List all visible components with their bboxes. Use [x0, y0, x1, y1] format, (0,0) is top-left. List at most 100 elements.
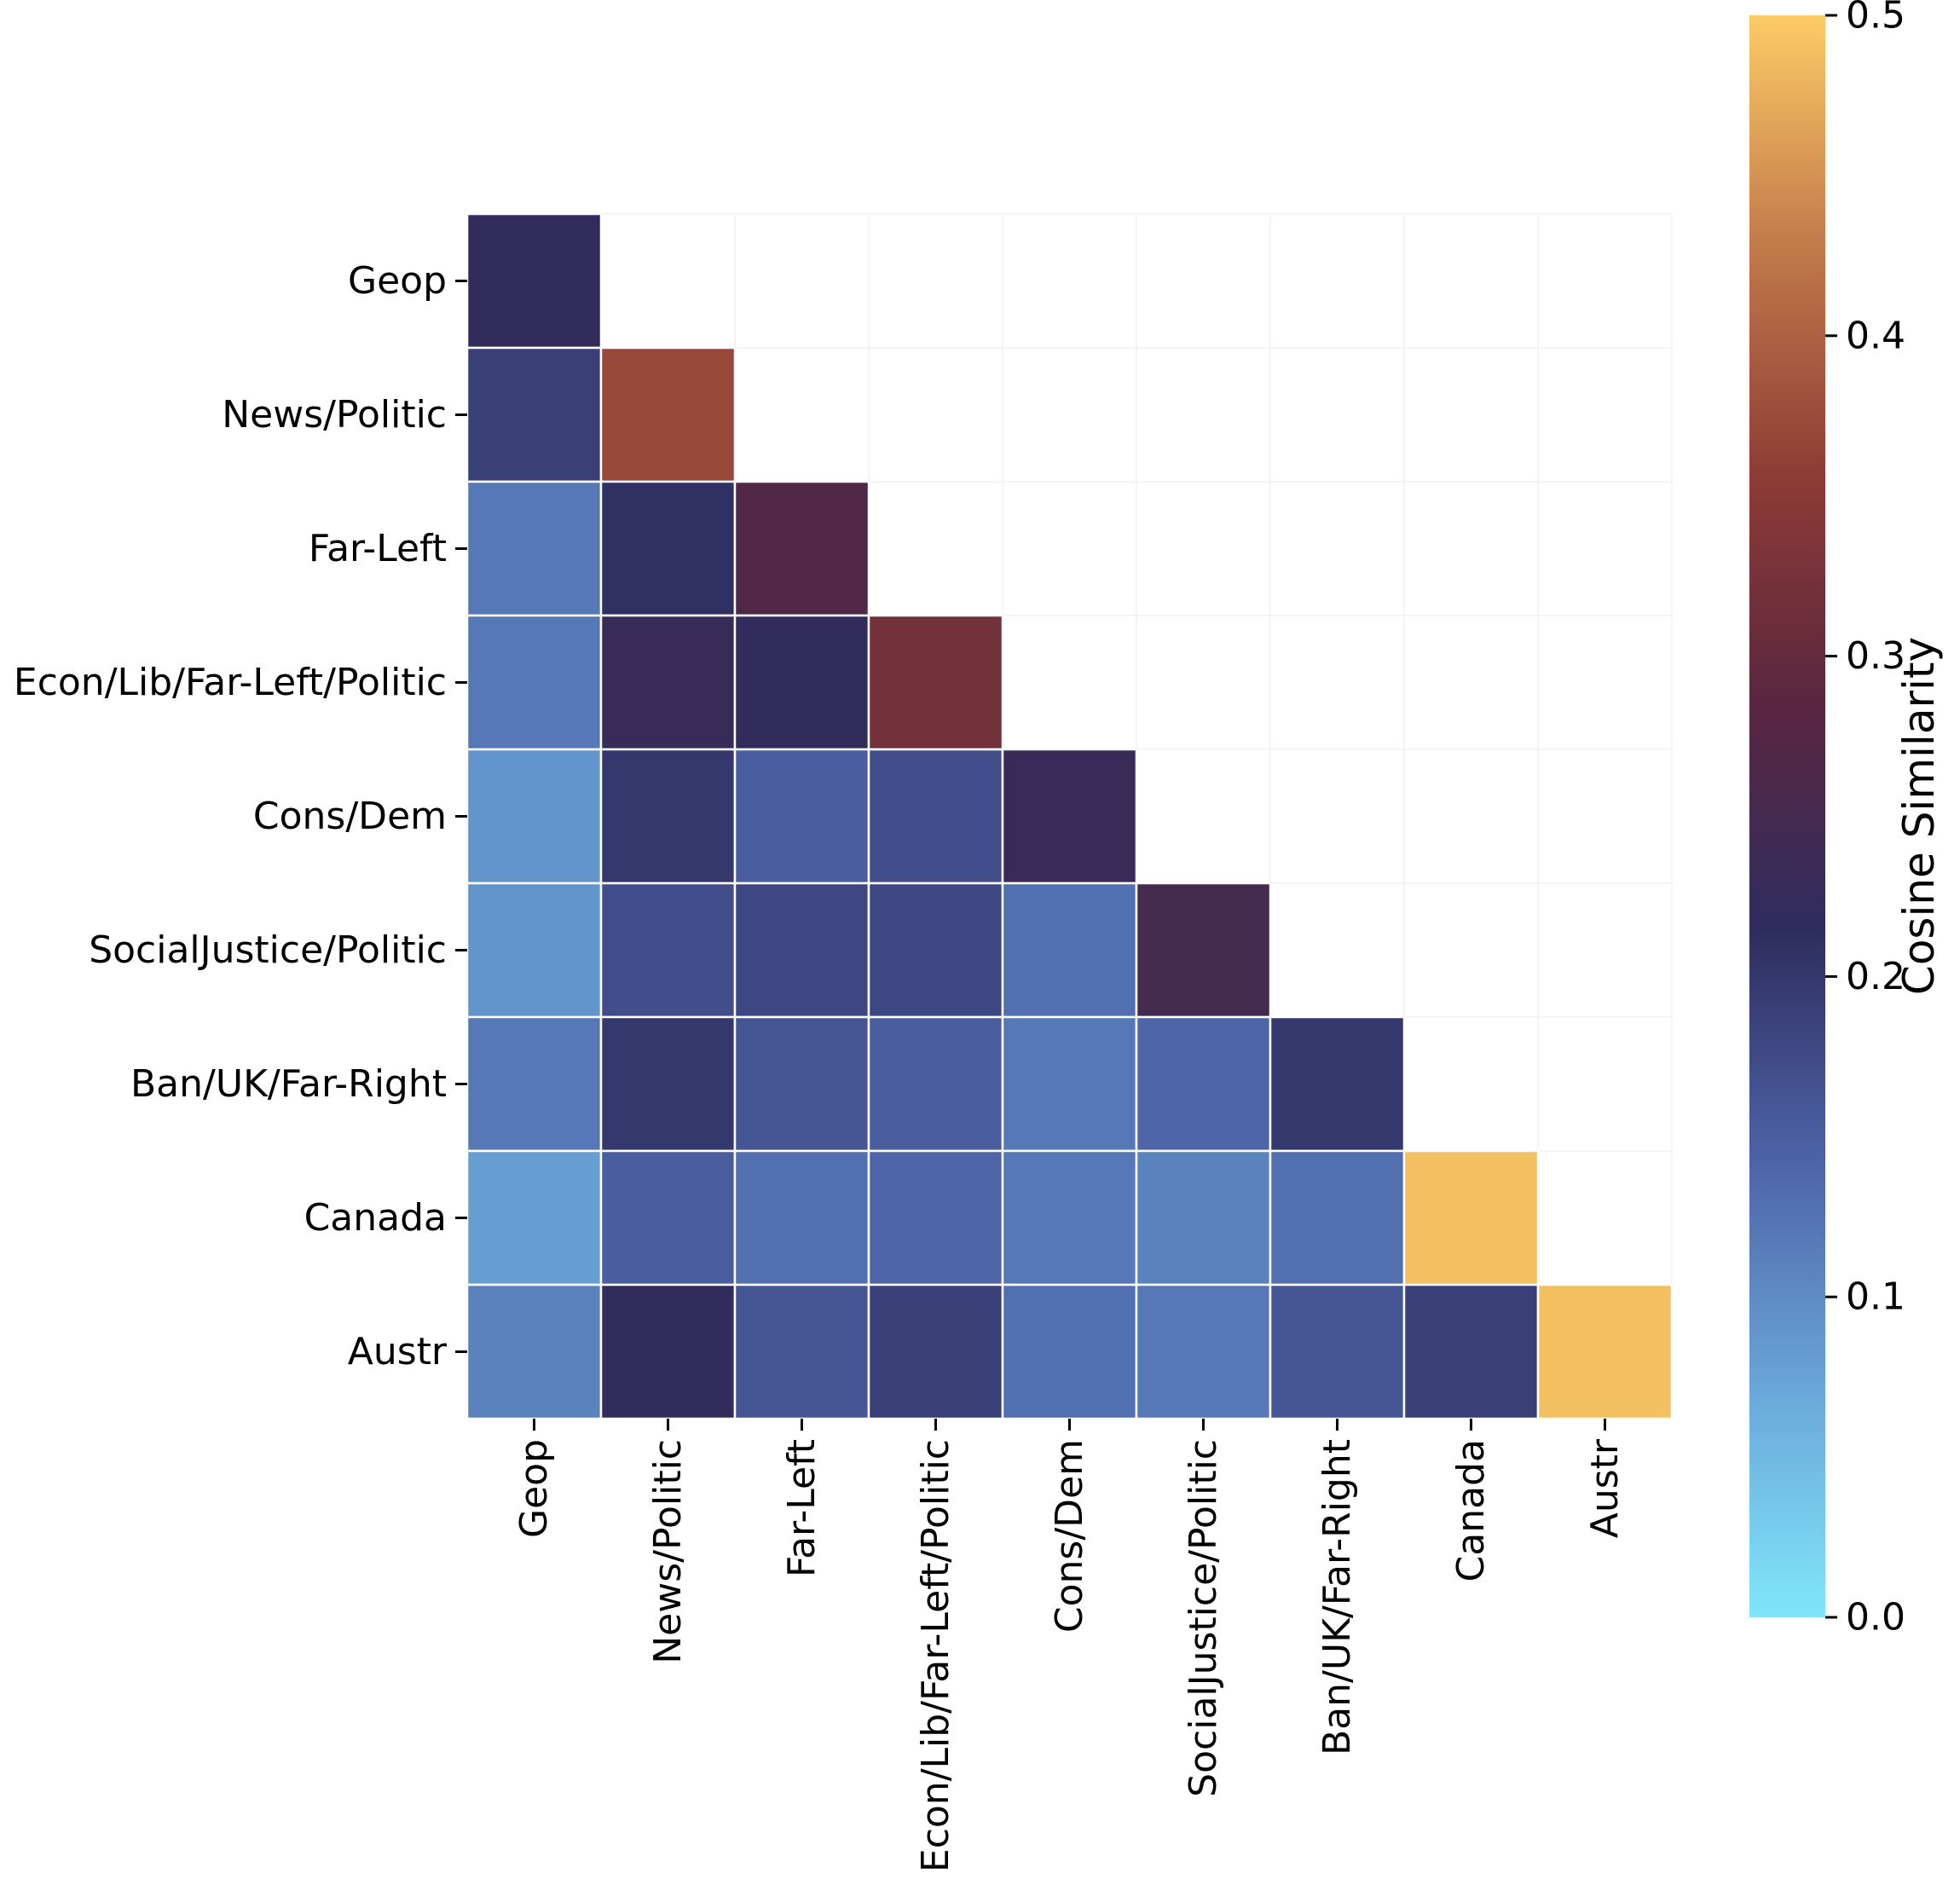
heatmap-cell — [599, 748, 737, 885]
masked-cell — [1136, 749, 1271, 884]
heatmap-cell — [867, 748, 1004, 885]
column-label: News/Politic — [646, 1439, 690, 1664]
masked-cell — [1537, 1016, 1673, 1152]
heatmap-cells — [465, 212, 1674, 1420]
masked-cell — [868, 481, 1003, 616]
heatmap-cell — [465, 212, 603, 350]
colorbar: 0.0 0.1 0.2 0.3 0.4 0.5 Cosine Similarity — [1749, 0, 1944, 1639]
colorbar-tick-label: 0.5 — [1846, 0, 1905, 38]
masked-cell — [1537, 213, 1673, 349]
colorbar-label: Cosine Similarity — [1894, 637, 1944, 995]
heatmap-cell — [1001, 1015, 1138, 1153]
masked-cell — [1403, 481, 1539, 616]
column-label: Geop — [512, 1439, 556, 1538]
masked-cell — [1537, 749, 1673, 884]
masked-cell — [734, 213, 870, 349]
heatmap-cell — [1402, 1283, 1540, 1420]
column-label: Ban/UK/Far-Right — [1315, 1439, 1359, 1755]
heatmap-cell — [733, 480, 870, 617]
heatmap-cell — [465, 480, 603, 617]
colorbar-tick-label: 0.1 — [1846, 1275, 1905, 1319]
heatmap-cell — [599, 1283, 737, 1420]
heatmap-cell — [867, 1283, 1004, 1420]
masked-cell — [1002, 481, 1137, 616]
colorbar-tick-label: 0.2 — [1846, 955, 1905, 998]
masked-cell — [1136, 347, 1271, 483]
masked-cell — [1537, 1150, 1673, 1286]
heatmap-cell — [1402, 1149, 1540, 1287]
masked-cell — [1136, 481, 1271, 616]
masked-cell — [734, 347, 870, 483]
masked-cell — [1269, 213, 1405, 349]
column-label: SocialJustice/Politic — [1182, 1439, 1225, 1797]
colorbar-tick-label: 0.3 — [1846, 634, 1905, 678]
masked-cell — [1269, 481, 1405, 616]
heatmap-cell — [465, 1015, 603, 1153]
masked-cell — [1002, 213, 1137, 349]
masked-cell — [1403, 347, 1539, 483]
masked-cell — [1403, 1016, 1539, 1152]
colorbar-tick-label: 0.4 — [1846, 314, 1905, 357]
heatmap-cell — [1001, 748, 1138, 885]
row-label: Ban/UK/Far-Right — [130, 1062, 447, 1106]
masked-cell — [1269, 749, 1405, 884]
heatmap-cell — [733, 748, 870, 885]
masked-cell — [1002, 615, 1137, 750]
colorbar-bar — [1749, 15, 1825, 1617]
row-label: Far-Left — [309, 527, 447, 570]
heatmap-cell — [1269, 1283, 1406, 1420]
masked-cell — [868, 213, 1003, 349]
masked-cell — [1537, 882, 1673, 1018]
heatmap-cell — [1135, 1283, 1272, 1420]
heatmap-cell — [733, 1283, 870, 1420]
column-label: Econ/Lib/Far-Left/Politic — [914, 1439, 957, 1872]
heatmap-cell — [867, 882, 1004, 1019]
heatmap-cell — [1269, 1015, 1406, 1153]
row-label: Cons/Dem — [253, 795, 447, 838]
masked-cell — [1002, 347, 1137, 483]
heatmap-cell — [733, 1015, 870, 1153]
row-label: Geop — [348, 259, 447, 303]
row-label: News/Politic — [222, 393, 447, 437]
heatmap-cell — [1536, 1283, 1674, 1420]
masked-cell — [1136, 213, 1271, 349]
row-label: Econ/Lib/Far-Left/Politic — [14, 661, 447, 704]
heatmap-cell — [599, 1015, 737, 1153]
masked-cell — [1403, 213, 1539, 349]
heatmap-cell — [465, 614, 603, 751]
column-axis: Geop News/Politic Far-Left Econ/Lib/Far-Lef… — [512, 1419, 1627, 1872]
heatmap-cell — [733, 1149, 870, 1287]
heatmap-cell — [465, 346, 603, 483]
masked-cell — [600, 213, 736, 349]
heatmap-cell — [733, 614, 870, 751]
heatmap-cell — [599, 346, 737, 483]
heatmap-cell — [1001, 882, 1138, 1019]
heatmap-cell — [1135, 882, 1272, 1019]
column-label: Far-Left — [780, 1439, 824, 1577]
masked-cell — [1403, 615, 1539, 750]
masked-cell — [1537, 347, 1673, 483]
heatmap-cell — [465, 882, 603, 1019]
row-label: Austr — [348, 1330, 448, 1373]
masked-cell — [1136, 615, 1271, 750]
column-label: Canada — [1449, 1439, 1493, 1581]
heatmap-cell — [599, 882, 737, 1019]
heatmap-cell — [867, 1149, 1004, 1287]
heatmap-cell — [1135, 1015, 1272, 1153]
masked-cell — [1269, 615, 1405, 750]
heatmap-cell — [867, 1015, 1004, 1153]
heatmap-cell — [465, 748, 603, 885]
masked-cell — [868, 347, 1003, 483]
heatmap-cell — [599, 614, 737, 751]
heatmap-cell — [599, 1149, 737, 1287]
heatmap-cell — [465, 1149, 603, 1287]
heatmap-cell — [733, 882, 870, 1019]
colorbar-ticks: 0.0 0.1 0.2 0.3 0.4 0.5 — [1825, 0, 1905, 1639]
masked-cell — [1269, 882, 1405, 1018]
column-label: Austr — [1583, 1438, 1627, 1538]
masked-cell — [1537, 615, 1673, 750]
heatmap-cell — [1269, 1149, 1406, 1287]
colorbar-tick-label: 0.0 — [1846, 1596, 1905, 1639]
heatmap-cell — [465, 1283, 603, 1420]
